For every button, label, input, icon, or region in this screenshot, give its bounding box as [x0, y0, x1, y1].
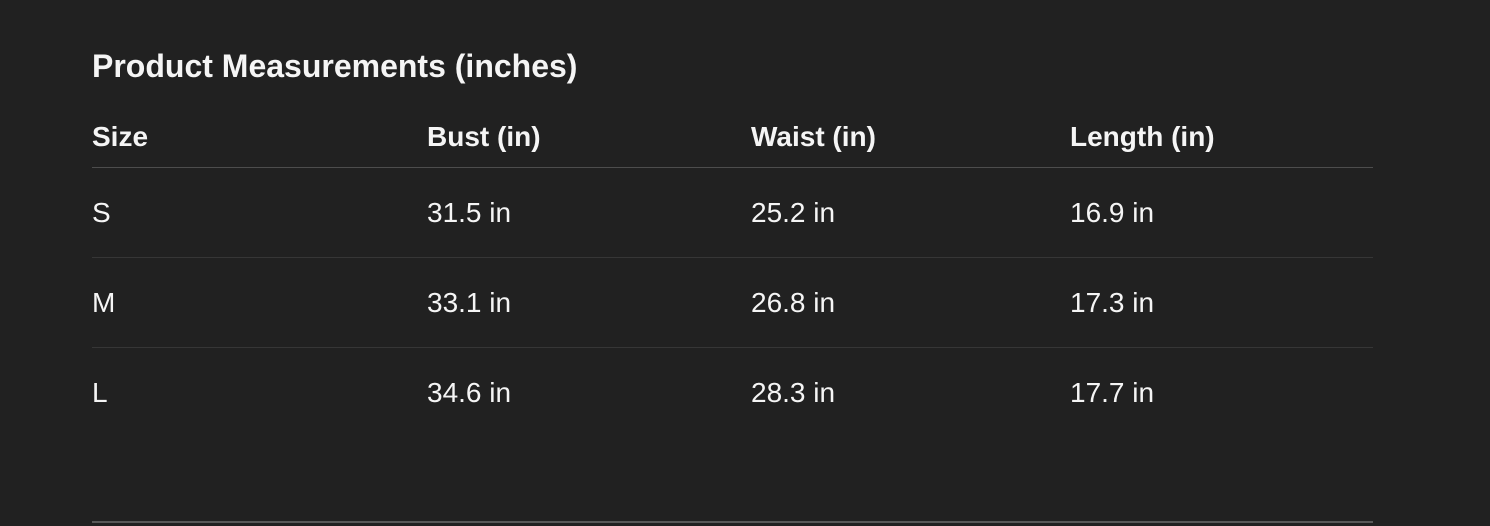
column-header-bust: Bust (in) [427, 85, 751, 168]
length-cell: 17.3 in [1070, 257, 1373, 348]
measurements-table: Size Bust (in) Waist (in) Length (in) S … [92, 85, 1373, 437]
column-header-size: Size [92, 85, 427, 168]
waist-cell: 28.3 in [751, 376, 836, 408]
waist-cell: 26.8 in [751, 257, 1070, 348]
bust-cell: 33.1 in [427, 257, 751, 348]
section-title: Product Measurements (inches) [92, 48, 578, 84]
column-header-waist: Waist (in) [751, 85, 1070, 168]
table-row: M 33.1 in 26.8 in 17.3 in [92, 257, 1373, 348]
section-divider [92, 521, 1373, 523]
table-row: S 31.5 in 25.2 in 16.9 in [92, 167, 1373, 258]
length-cell: 16.9 in [1070, 167, 1373, 258]
length-cell: 17.7 in [1070, 376, 1155, 408]
column-header-length: Length (in) [1070, 85, 1373, 168]
bust-cell: 34.6 in [427, 376, 512, 408]
size-cell: S [92, 167, 427, 258]
table-body: S 31.5 in 25.2 in 16.9 in M 33.1 in 26.8… [92, 167, 1373, 438]
waist-cell: 25.2 in [751, 167, 1070, 258]
header-row: Size Bust (in) Waist (in) Length (in) [92, 85, 1373, 168]
table-row: L 34.6 in 28.3 in 17.7 in [92, 348, 1373, 438]
size-cell: M [92, 257, 427, 348]
measurements-section: Product Measurements (inches) Size Bust … [92, 0, 1373, 437]
table-header: Size Bust (in) Waist (in) Length (in) [92, 85, 1373, 168]
size-cell: L [92, 376, 108, 408]
bust-cell: 31.5 in [427, 167, 751, 258]
